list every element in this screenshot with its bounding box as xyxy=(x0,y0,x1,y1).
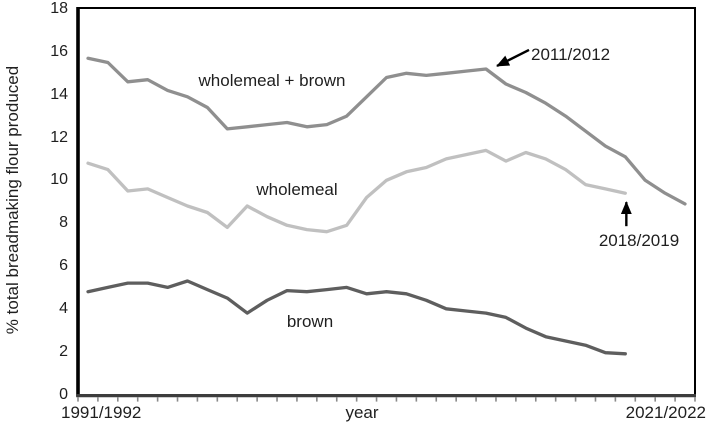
y-tick-label-0: 0 xyxy=(59,385,68,403)
series-label-wholemeal-plus-brown: wholemeal + brown xyxy=(198,71,346,90)
y-tick-label-16: 16 xyxy=(50,42,68,60)
x-axis-last-label: 2021/2022 xyxy=(625,403,706,422)
y-tick-label-18: 18 xyxy=(50,0,68,17)
y-tick-label-6: 6 xyxy=(59,257,68,274)
y-tick-label-14: 14 xyxy=(50,85,68,103)
series-label-wholemeal: wholemeal xyxy=(256,180,338,199)
plot-border xyxy=(77,7,696,397)
y-tick-label-4: 4 xyxy=(59,299,68,317)
annotation-2018-2019: 2018/2019 xyxy=(598,231,680,250)
y-tick-label-8: 8 xyxy=(59,214,68,232)
series-line-wholemeal-brown xyxy=(86,56,687,206)
series-line-brown xyxy=(86,279,627,356)
y-tick-label-10: 10 xyxy=(50,171,68,189)
annotation-2011-2012: 2011/2012 xyxy=(531,45,611,64)
x-axis-first-label: 1991/1992 xyxy=(61,403,142,422)
arrow-to-2011-2012-peak xyxy=(496,48,530,68)
y-tick-label-12: 12 xyxy=(50,128,68,146)
y-tick-label-2: 2 xyxy=(59,342,68,360)
series-line-wholemeal xyxy=(86,148,627,234)
series-label-brown: brown xyxy=(286,312,334,331)
x-axis-title: year xyxy=(345,403,379,422)
